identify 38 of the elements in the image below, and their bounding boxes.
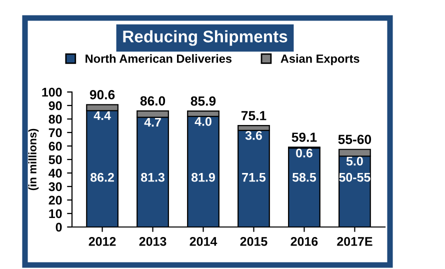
y-tick-label: 20 bbox=[48, 196, 62, 205]
data-label: 4.7 bbox=[144, 118, 161, 127]
y-tick-label: 70 bbox=[48, 128, 62, 138]
legend-label: Asian Exports bbox=[280, 54, 360, 66]
legend-label: North American Deliveries bbox=[86, 54, 232, 63]
data-label: 3.6 bbox=[245, 131, 262, 140]
y-tick-label: 0 bbox=[56, 222, 62, 232]
data-label: 81.3 bbox=[141, 172, 164, 182]
x-tick-label: 2016 bbox=[290, 237, 318, 246]
chart-title: Reducing Shipments bbox=[123, 30, 288, 46]
y-tick-label: 30 bbox=[48, 182, 62, 192]
data-label: 58.5 bbox=[292, 172, 316, 182]
y-tick-label: 50 bbox=[48, 155, 62, 164]
y-tick-label: 60 bbox=[48, 142, 62, 151]
total-label: 55-60 bbox=[338, 134, 372, 144]
total-label: 90.6 bbox=[90, 90, 115, 100]
data-label: 4.4 bbox=[94, 111, 111, 120]
y-tick-label: 40 bbox=[48, 168, 62, 178]
x-tick-label: 2015 bbox=[240, 237, 268, 246]
data-label: 81.9 bbox=[191, 172, 215, 182]
y-tick-label: 80 bbox=[48, 114, 62, 124]
total-label: 86.0 bbox=[140, 96, 166, 106]
total-label: 59.1 bbox=[292, 132, 317, 142]
data-label: 86.2 bbox=[90, 172, 114, 182]
total-label: 75.1 bbox=[241, 111, 266, 120]
data-label: 4.0 bbox=[194, 117, 212, 126]
y-tick-label: 10 bbox=[49, 209, 62, 218]
y-tick-label: 100 bbox=[42, 88, 62, 97]
data-label: 71.5 bbox=[242, 173, 266, 182]
y-tick-label: 90 bbox=[48, 101, 62, 110]
total-label: 85.9 bbox=[190, 96, 216, 106]
data-label: 0.6 bbox=[296, 148, 312, 158]
data-label: 5.0 bbox=[346, 156, 363, 166]
x-tick-label: 2012 bbox=[88, 237, 116, 246]
x-tick-label: 2017E bbox=[337, 237, 372, 246]
x-tick-label: 2014 bbox=[190, 237, 218, 246]
x-tick-label: 2013 bbox=[139, 237, 166, 246]
y-axis-title: (in millions) bbox=[28, 128, 39, 190]
